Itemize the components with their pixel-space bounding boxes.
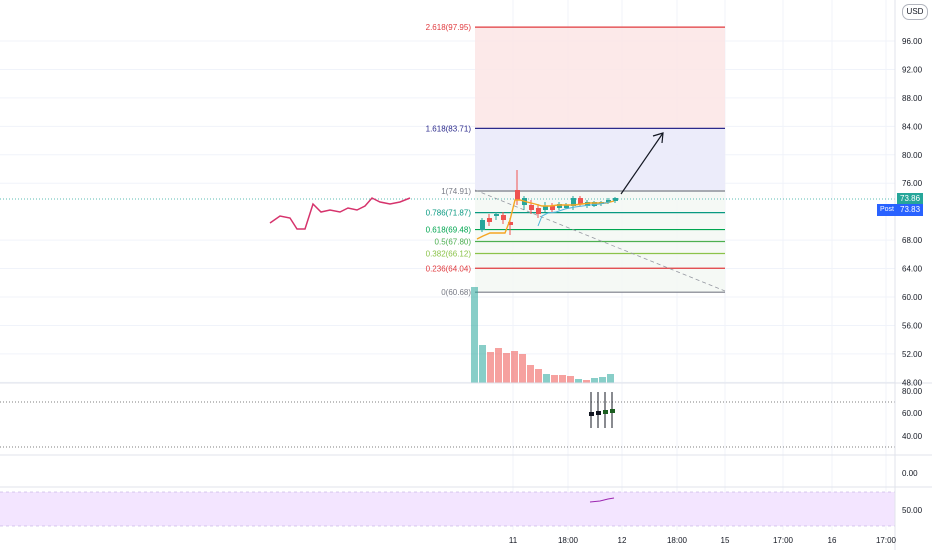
volume-bar xyxy=(487,352,494,383)
volume-bar xyxy=(503,353,510,383)
osc1-tick: 60.00 xyxy=(902,409,923,418)
price-tick-label: 56.00 xyxy=(902,321,923,330)
time-tick-label: 17:00 xyxy=(773,536,794,545)
price-tick-label: 68.00 xyxy=(902,236,923,245)
currency-button[interactable]: USD xyxy=(902,4,928,20)
last-price-label: 73.86 xyxy=(897,193,924,205)
projection-arrow[interactable] xyxy=(620,132,664,195)
time-tick-label: 11 xyxy=(509,536,518,545)
fib-extension-zone-upper xyxy=(475,27,725,128)
fib-level-label: 0.5(67.80) xyxy=(435,238,472,247)
price-tick-label: 88.00 xyxy=(902,94,923,103)
fib-extension-zone-lower xyxy=(475,128,725,190)
candle-body xyxy=(578,198,583,204)
volume-bar xyxy=(519,354,526,383)
rsi-band xyxy=(0,492,895,526)
candle-body xyxy=(592,202,597,206)
candle-body xyxy=(543,206,548,210)
time-axis[interactable]: 11 18:00 12 18:00 15 17:00 16 17:00 xyxy=(509,536,897,545)
osc3-tick: 50.00 xyxy=(902,506,923,515)
volume-bar xyxy=(575,379,582,383)
volume-bar xyxy=(511,351,518,383)
moving-average-line xyxy=(476,199,615,240)
post-price-label: 73.83 xyxy=(897,204,924,216)
fib-level-label: 0.382(66.12) xyxy=(426,249,472,258)
candle-body xyxy=(613,198,618,201)
candle-body xyxy=(536,208,541,214)
oscillator-bars xyxy=(589,392,615,428)
volume-bar xyxy=(599,377,606,383)
pink-price-line xyxy=(269,197,411,230)
price-tick-label: 52.00 xyxy=(902,350,923,359)
price-tick-label: 64.00 xyxy=(902,265,923,274)
volume-bar xyxy=(591,378,598,383)
candle-body xyxy=(508,222,513,225)
rsi-line xyxy=(589,497,615,503)
candle-body xyxy=(480,220,485,230)
time-tick-label: 15 xyxy=(721,536,730,545)
oscillator-bar xyxy=(603,410,608,414)
candle-body xyxy=(529,205,534,210)
price-axis[interactable]: 96.00 92.00 88.00 84.00 80.00 76.00 68.00 64.00… xyxy=(902,37,923,387)
time-tick-label: 16 xyxy=(828,536,837,545)
volume-bar xyxy=(479,345,486,383)
candle-body xyxy=(515,190,520,200)
oscillator-bar xyxy=(596,411,601,415)
osc1-tick: 80.00 xyxy=(902,387,923,396)
candle-body xyxy=(550,206,555,210)
post-market-badge: Post xyxy=(877,204,898,216)
volume-bar xyxy=(607,374,614,383)
candle-body xyxy=(487,218,492,222)
price-tick-label: 60.00 xyxy=(902,293,923,302)
trend-line[interactable] xyxy=(474,189,726,292)
fib-level-label: 0(60.68) xyxy=(441,288,471,297)
volume-bar xyxy=(583,380,590,383)
fib-level-label: 1.618(83.71) xyxy=(426,124,472,133)
candle-body xyxy=(557,204,562,208)
candle-body xyxy=(501,215,506,220)
candle-body xyxy=(571,198,576,206)
fib-level-label: 0.236(64.04) xyxy=(426,264,472,273)
fib-level-label: 2.618(97.95) xyxy=(426,23,472,32)
volume-bar xyxy=(527,365,534,383)
volume-bar xyxy=(495,348,502,383)
candle-body xyxy=(494,214,499,216)
osc2-tick: 0.00 xyxy=(902,469,918,478)
fib-level-label: 0.786(71.87) xyxy=(426,209,472,218)
price-tick-label: 48.00 xyxy=(902,378,923,387)
blue-line xyxy=(537,201,611,227)
oscillator-bar xyxy=(589,412,594,416)
time-tick-label: 17:00 xyxy=(876,536,897,545)
volume-bar xyxy=(535,369,542,383)
volume-bar xyxy=(567,376,574,383)
volume-bar xyxy=(543,374,550,383)
candle-body xyxy=(564,205,569,208)
price-tick-label: 84.00 xyxy=(902,122,923,131)
volume-bar xyxy=(559,375,566,383)
oscillator-bar xyxy=(610,409,615,413)
price-tick-label: 92.00 xyxy=(902,65,923,74)
volume-bar xyxy=(551,375,558,383)
fib-level-label: 0.618(69.48) xyxy=(426,226,472,235)
price-tick-label: 76.00 xyxy=(902,179,923,188)
candle-body xyxy=(606,200,611,202)
price-tick-label: 80.00 xyxy=(902,151,923,160)
volume-bar xyxy=(471,287,478,383)
osc1-tick: 40.00 xyxy=(902,432,923,441)
price-tick-label: 96.00 xyxy=(902,37,923,46)
arrow-head-icon xyxy=(652,132,664,144)
time-tick-label: 18:00 xyxy=(667,536,688,545)
volume-histogram xyxy=(471,287,614,383)
time-tick-label: 12 xyxy=(618,536,627,545)
fib-level-label: 1(74.91) xyxy=(441,187,471,196)
time-tick-label: 18:00 xyxy=(558,536,579,545)
fibonacci-levels[interactable]: 2.618(97.95) 1.618(83.71) 1(74.91) 0.786(71… xyxy=(426,23,725,297)
